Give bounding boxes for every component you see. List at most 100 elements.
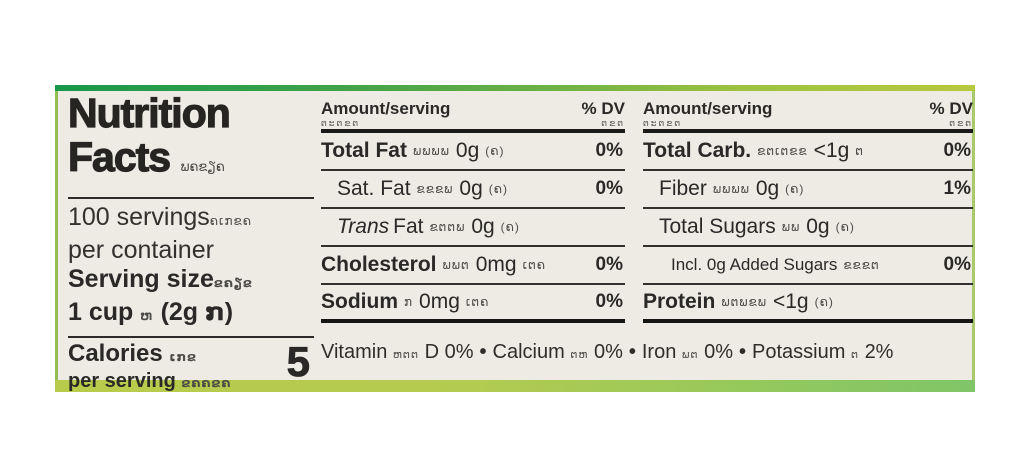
nutrient-amount: 0mg [419, 290, 460, 313]
row-fiber: Fiber ພພພພ 0g (ຄ) 1% [643, 171, 973, 209]
amount-translation: (ຄ) [785, 182, 805, 196]
row-cholesterol: Cholesterol ພພຕ 0mg ເຕຄ 0% [321, 247, 625, 285]
amount-header-translation: ຕະຕຂຕ [643, 118, 683, 128]
top-green-stripe [55, 85, 975, 91]
amount-translation: ຕ [855, 144, 864, 158]
dv-header-translation: ຕຂຕ [601, 118, 625, 128]
bullet-separator: • [738, 341, 746, 363]
nutrient-dv: 0% [943, 254, 971, 275]
footer-potassium: Potassium ຕ 2% [752, 341, 894, 363]
servings-translation: ຄເກຂຄ [209, 214, 253, 228]
nutrient-translation: ພພພພ [712, 182, 750, 196]
column-header: Amount/serving ຕະຕຂຕ % DV ຕຂຕ [643, 99, 973, 133]
nutrient-amount: <1g [813, 139, 850, 162]
nutrient-name: Total Sugars [659, 215, 776, 238]
dv-header: % DV ຕຂຕ [929, 99, 973, 128]
divider [68, 336, 314, 338]
amount-translation: (ຄ) [814, 295, 834, 309]
nutrient-dv: 0% [595, 254, 623, 275]
serving-size-label: Serving sizeຂຄຽຂ [68, 265, 253, 293]
nutrient-translation: ຂຂຂຕ [843, 258, 880, 272]
servings-count: 100 servingsຄເກຂຄ [68, 203, 253, 231]
amount-header-translation: ຕະຕຂຕ [321, 118, 361, 128]
calories-sub-label: per serving ຂຄຄຂຄ [68, 370, 232, 392]
title-line2: Facts ພຄຂຽຄ [67, 134, 225, 180]
facts-overview-column: Nutrition Facts ພຄຂຽຄ 100 servingsຄເກຂຄ … [67, 90, 314, 395]
footer-iron: Iron ພຕ 0% [641, 341, 733, 363]
nutrient-amount: 0mg [475, 253, 517, 276]
nutrient-amount: 0g [455, 139, 480, 162]
nutrient-amount: 0g [459, 177, 483, 200]
serving-size-translation: ຂຄຽຂ [213, 276, 253, 290]
row-total-sugars: Total Sugars ພພ 0g (ຄ) [643, 209, 973, 247]
footer-translation: ຫຕຕ [392, 349, 420, 361]
footer-calcium: Calcium ຕຫ 0% [492, 341, 623, 363]
nutrient-translation: ຂຂຂພ [416, 182, 454, 196]
bullet-separator: • [479, 341, 487, 363]
nutrient-translation: ຂຕຕພ [429, 220, 466, 234]
footer-translation: ພຕ [681, 349, 699, 361]
nutrient-translation: ພພ [781, 220, 801, 234]
amount-translation: (ຄ) [500, 220, 520, 234]
dv-header-translation: ຕຂຕ [949, 118, 973, 128]
nutrient-name: Total Carb. [643, 139, 752, 162]
nutrient-column-fats: Amount/serving ຕະຕຂຕ % DV ຕຂຕ Total Fat … [321, 99, 625, 323]
calories-label: Calories ເກຂ [68, 340, 198, 367]
row-sodium: Sodium ກ 0mg ເຕຄ 0% [321, 285, 625, 323]
bottom-green-stripe [55, 380, 975, 392]
nutrient-dv: 0% [595, 178, 623, 199]
title-line1: Nutrition [67, 90, 231, 136]
serving-size-mid-translation: ຫ [140, 309, 154, 323]
calories-labels: Calories ເກຂ per serving ຂຄຄຂຄ [68, 341, 231, 395]
vitamins-footer: Vitamin ຫຕຕ D 0% • Calcium ຕຫ 0% • Iron ພຕ 0… [321, 341, 976, 364]
row-sat-fat: Sat. Fat ຂຂຂພ 0g (ຄ) 0% [321, 171, 625, 209]
calories-sub-translation: ຂຄຄຂຄ [181, 376, 232, 390]
nutrient-dv: 0% [943, 140, 971, 161]
nutrient-name: Incl. 0g Added Sugars [671, 255, 838, 274]
nutrient-translation: ພພຕ [442, 258, 470, 272]
footer-translation: ຕຫ [570, 349, 589, 361]
nutrient-translation: ກ [404, 295, 414, 309]
nutrient-name: Sat. Fat [337, 177, 411, 200]
divider [68, 197, 314, 199]
nutrient-name: Sodium [321, 290, 398, 313]
servings-per-container: per container [68, 236, 214, 264]
amount-per-serving-header: Amount/serving ຕະຕຂຕ [321, 99, 451, 128]
nutrient-dv: 1% [943, 178, 971, 199]
amount-translation: (ຄ) [488, 182, 508, 196]
nutrient-amount: 0g [755, 177, 780, 200]
amount-per-serving-header: Amount/serving ຕະຕຂຕ [643, 99, 773, 128]
row-added-sugars: Incl. 0g Added Sugars ຂຂຂຕ 0% [643, 247, 973, 285]
panel-title: Nutrition Facts ພຄຂຽຄ [67, 90, 314, 189]
column-header: Amount/serving ຕະຕຂຕ % DV ຕຂຕ [321, 99, 625, 133]
row-trans-fat: Trans Fat ຂຕຕພ 0g (ຄ) [321, 209, 625, 247]
row-total-fat: Total Fat ພພພພ 0g (ຄ) 0% [321, 133, 625, 171]
nutrient-amount: <1g [772, 290, 809, 313]
dv-header: % DV ຕຂຕ [581, 99, 625, 128]
calories-translation: ເກຂ [169, 350, 198, 364]
title-translation: ພຄຂຽຄ [180, 159, 225, 174]
amount-translation: ເຕຄ [465, 295, 490, 309]
footer-translation: ຕ [850, 349, 859, 361]
nutrient-name: Fat [393, 215, 424, 238]
nutrient-amount: 0g [471, 215, 495, 238]
nutrient-dv: 0% [595, 291, 623, 312]
nutrient-name: Cholesterol [321, 253, 437, 276]
calories-value: 5 [286, 338, 310, 385]
nutrient-translation: ຂຕເຕຂຂ [757, 144, 808, 158]
serving-size-value: 1 cup ຫ (2g ກ) [68, 298, 234, 326]
bullet-separator: • [628, 341, 636, 363]
nutrition-facts-panel: Nutrition Facts ພຄຂຽຄ 100 servingsຄເກຂຄ … [55, 85, 975, 392]
nutrient-name-italic: Trans [337, 215, 390, 238]
nutrient-translation: ພພພພ [412, 144, 450, 158]
row-total-carb: Total Carb. ຂຕເຕຂຂ <1g ຕ 0% [643, 133, 973, 171]
footer-vitamin-d: Vitamin ຫຕຕ D 0% [321, 341, 474, 363]
amount-translation: ເຕຄ [522, 258, 547, 272]
amount-translation: (ຄ) [835, 220, 855, 234]
nutrient-name: Fiber [659, 177, 707, 200]
nutrient-translation: ພຕພຂພ [721, 295, 767, 309]
calories-row: Calories ເກຂ per serving ຂຄຄຂຄ 5 [68, 338, 314, 395]
nutrient-name: Total Fat [321, 139, 407, 162]
row-protein: Protein ພຕພຂພ <1g (ຄ) [643, 285, 973, 323]
nutrient-column-carbs: Amount/serving ຕະຕຂຕ % DV ຕຂຕ Total Carb… [643, 99, 973, 323]
